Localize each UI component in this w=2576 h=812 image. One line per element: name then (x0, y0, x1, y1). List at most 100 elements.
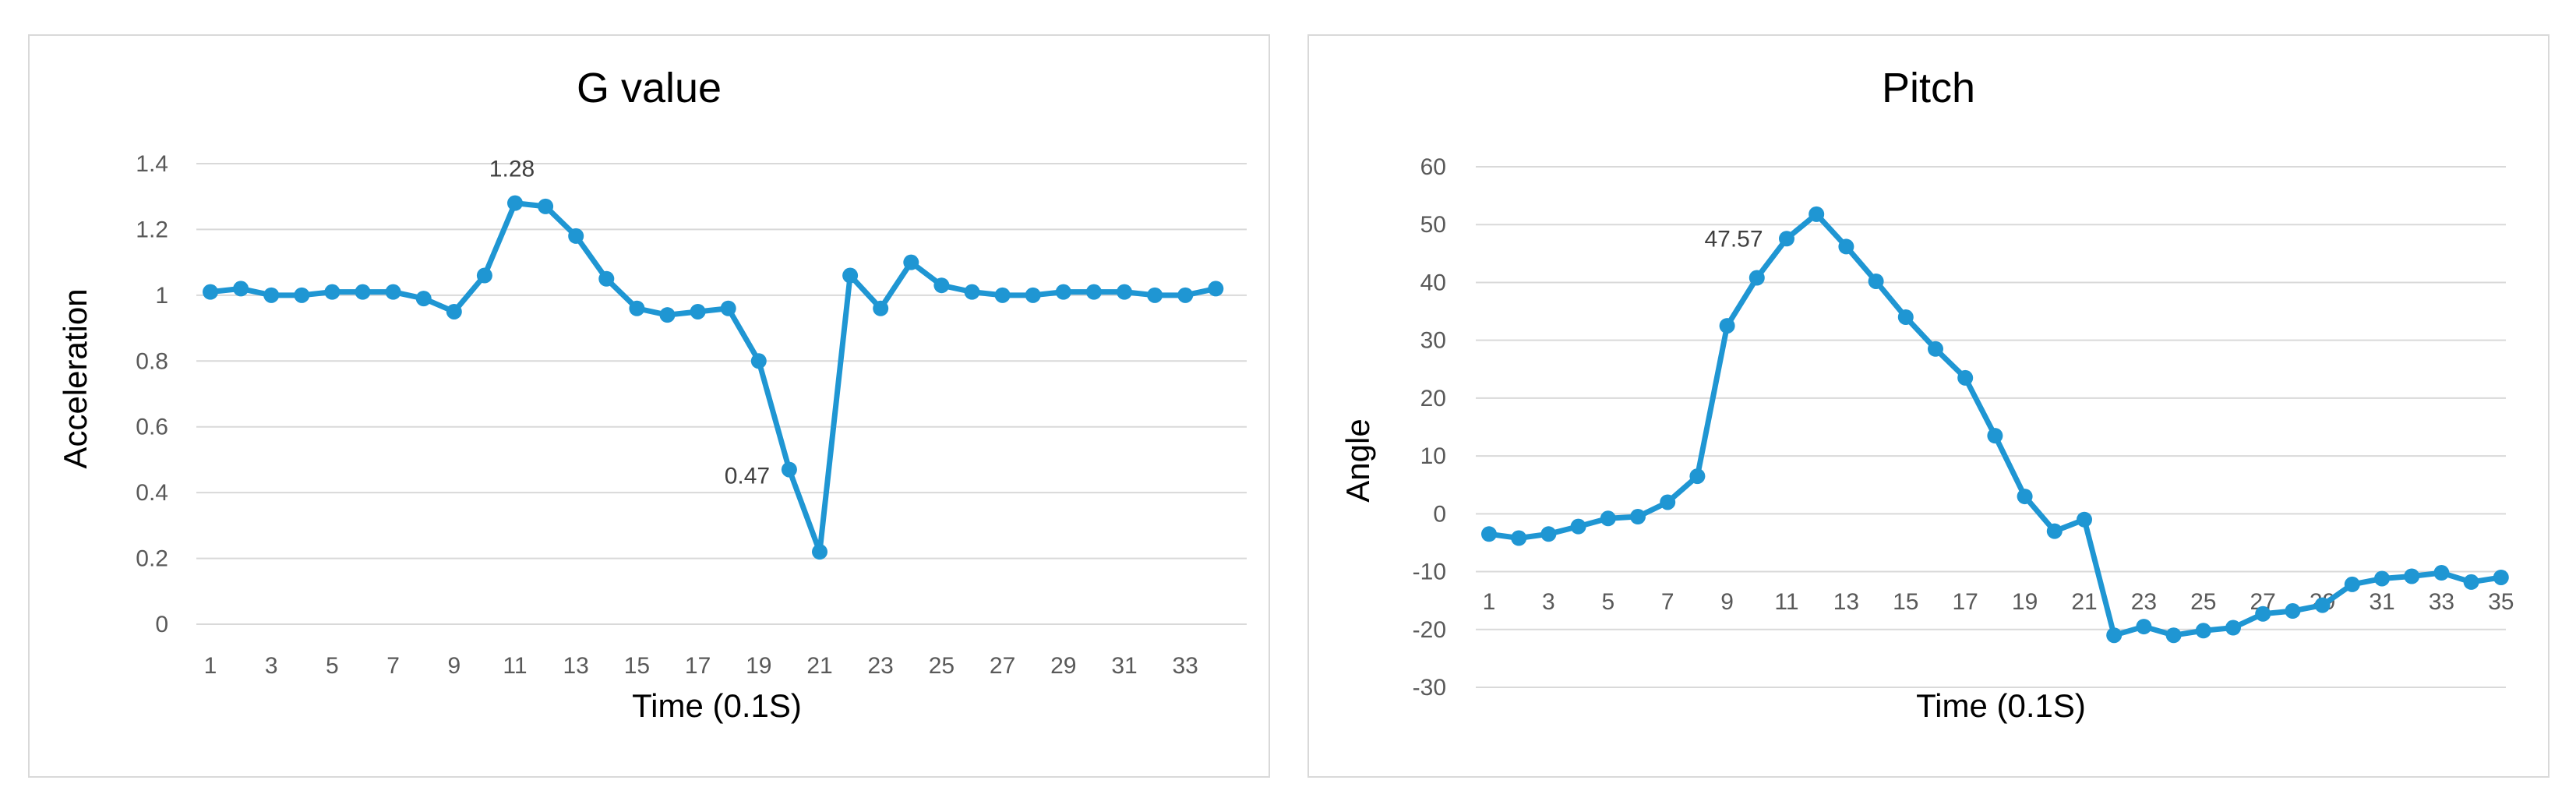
x-tick-label: 21 (806, 653, 832, 679)
data-point (1868, 273, 1884, 289)
data-point (446, 303, 462, 320)
y-tick-label: -20 (1413, 617, 1446, 643)
data-point (2106, 627, 2123, 644)
data-point (2225, 620, 2241, 636)
data-label: 47.57 (1704, 226, 1763, 252)
y-tick-label: 0 (1433, 501, 1446, 527)
x-tick-label: 19 (746, 653, 771, 679)
x-tick-label: 1 (1483, 589, 1496, 615)
x-tick-label: 11 (503, 653, 527, 679)
x-tick-label: 29 (1050, 653, 1076, 679)
x-tick-label: 3 (265, 653, 278, 679)
x-tick-label: 1 (204, 653, 217, 679)
data-point (415, 291, 432, 307)
data-point (294, 287, 310, 303)
data-point (720, 300, 736, 316)
x-tick-label: 33 (1173, 653, 1198, 679)
data-point (1689, 468, 1706, 485)
data-point (903, 254, 919, 270)
y-tick-label: -10 (1413, 560, 1446, 585)
series-line (207, 200, 1219, 555)
y-tick-label: 10 (1420, 443, 1446, 469)
y-tick-label: 20 (1420, 386, 1446, 411)
data-point (873, 300, 889, 316)
data-point (263, 287, 280, 303)
x-tick-label: 23 (2131, 589, 2157, 615)
x-tick-label: 15 (1893, 589, 1918, 615)
data-point (507, 195, 523, 211)
data-point (1957, 369, 1974, 386)
y-tick-label: 40 (1420, 270, 1446, 295)
data-point (2285, 603, 2301, 620)
y-tick-label: 60 (1420, 154, 1446, 180)
data-point (1928, 341, 1943, 357)
data-point (690, 303, 706, 320)
data-point (1897, 309, 1914, 325)
data-point (1838, 238, 1854, 255)
x-axis-title: Time (0.1S) (1916, 687, 2086, 724)
data-point (1719, 318, 1735, 334)
y-tick-label: 0.8 (136, 348, 168, 374)
data-point (1570, 518, 1586, 535)
data-point (2344, 576, 2360, 592)
data-point (2433, 565, 2450, 581)
x-tick-label: 35 (2488, 589, 2514, 615)
data-point (2165, 627, 2182, 644)
x-tick-label: 31 (1111, 653, 1137, 679)
data-point (233, 281, 249, 297)
data-point (1779, 231, 1794, 247)
x-tick-label: 25 (2190, 589, 2216, 615)
data-point (1808, 206, 1825, 222)
data-point (2374, 570, 2390, 587)
data-point (203, 284, 218, 300)
data-point (1055, 284, 1071, 300)
x-axis-title: Time (0.1S) (632, 687, 802, 724)
data-label: 0.47 (725, 464, 770, 489)
data-point (2195, 623, 2211, 639)
data-point (2046, 523, 2063, 539)
data-point (1147, 287, 1163, 303)
data-point (2314, 597, 2331, 613)
data-label: 1.28 (489, 157, 535, 182)
data-point (750, 353, 767, 369)
chart-panel-g-value: G value 0 0.2 0.4 0.6 0.8 1 1.2 1.4 1 3 5 7 9 11 13 15… (28, 34, 1270, 778)
x-tick-label: 23 (868, 653, 894, 679)
x-tick-label: 19 (2012, 589, 2038, 615)
data-point (994, 287, 1011, 303)
data-point (2255, 605, 2271, 622)
data-point (812, 544, 827, 560)
data-point (2017, 489, 2033, 505)
x-tick-label: 17 (685, 653, 711, 679)
data-point (1511, 530, 1527, 546)
data-point (781, 461, 797, 478)
x-tick-label: 15 (624, 653, 650, 679)
data-point (324, 284, 341, 300)
y-tick-label: 1.2 (136, 217, 168, 242)
data-point (629, 300, 645, 316)
x-tick-label: 3 (1542, 589, 1555, 615)
x-tick-label: 7 (1661, 589, 1674, 615)
data-point (568, 228, 584, 244)
data-point (2077, 511, 2092, 528)
data-point (598, 270, 615, 287)
y-tick-label: 1.4 (136, 151, 168, 177)
x-tick-label: 21 (2071, 589, 2097, 615)
data-point (842, 267, 859, 284)
x-tick-label: 11 (1774, 589, 1798, 615)
data-point (2136, 619, 2152, 635)
y-tick-label: -30 (1413, 675, 1446, 701)
x-tick-label: 27 (990, 653, 1015, 679)
y-tick-label: 30 (1420, 328, 1446, 354)
data-point (1208, 281, 1224, 297)
data-point (2404, 568, 2420, 584)
x-tick-label: 9 (447, 653, 461, 679)
data-point (1987, 428, 2003, 444)
data-point (964, 284, 980, 300)
data-point (1025, 287, 1041, 303)
x-tick-label: 13 (563, 653, 589, 679)
x-tick-label: 13 (1833, 589, 1859, 615)
data-point (1600, 510, 1616, 527)
chart-title: G value (577, 65, 722, 111)
y-axis-title: Angle (1339, 418, 1376, 502)
data-point (1085, 284, 1102, 300)
